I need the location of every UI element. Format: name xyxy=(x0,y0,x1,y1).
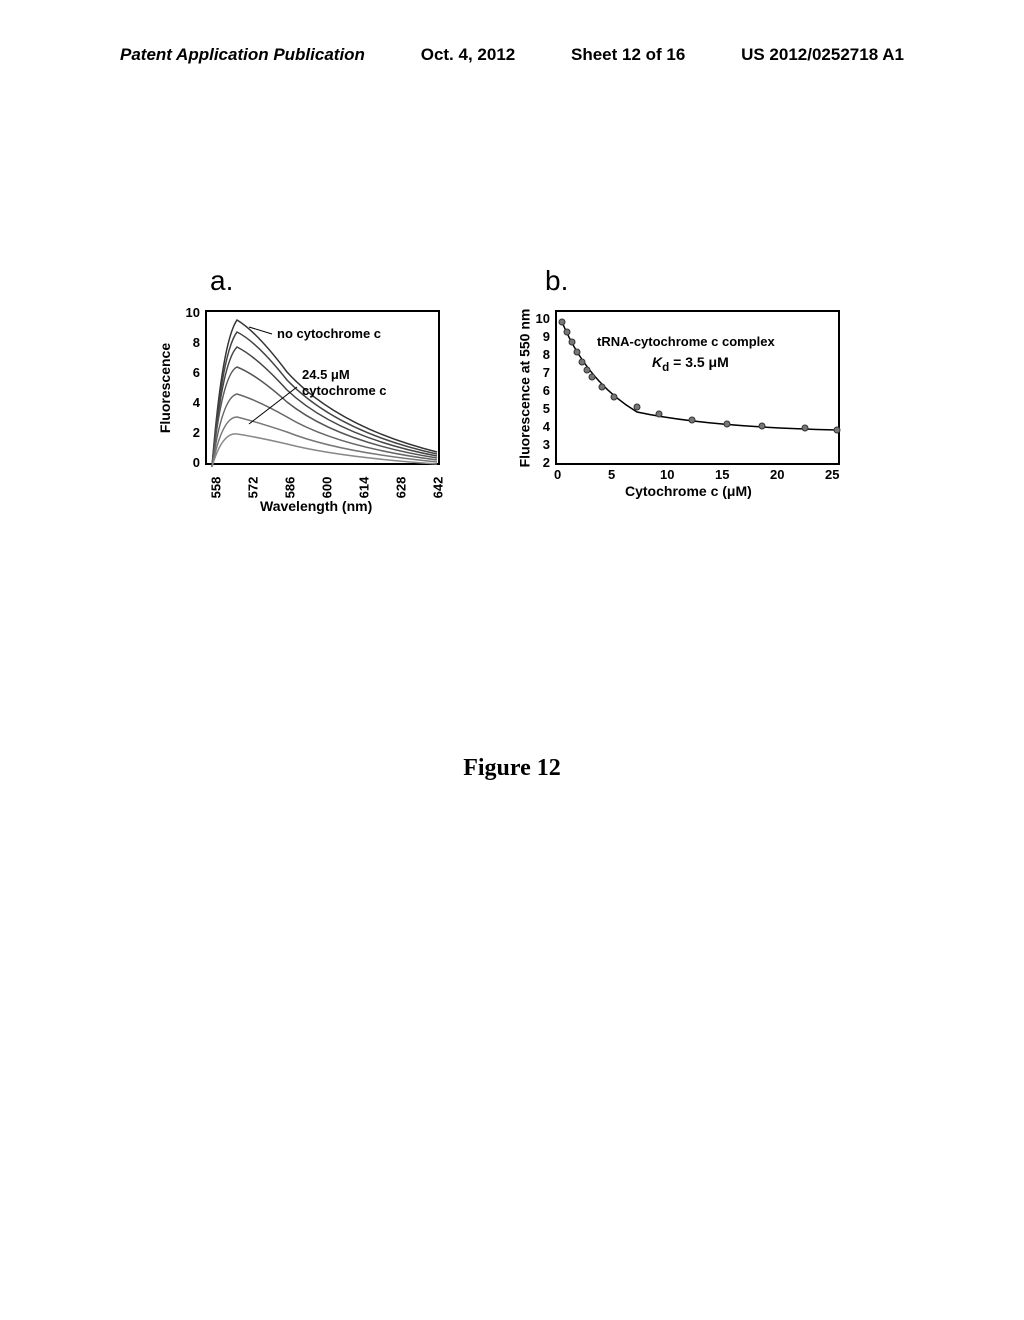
annotation-complex: tRNA-cytochrome c complex xyxy=(597,334,775,350)
header-sheet: Sheet 12 of 16 xyxy=(571,45,685,65)
annotation-245um: 24.5 μM cytochrome c xyxy=(302,367,387,398)
kd-k: K xyxy=(652,354,662,370)
chart-b-x-label: Cytochrome c (μM) xyxy=(625,483,752,499)
page-header: Patent Application Publication Oct. 4, 2… xyxy=(0,45,1024,65)
annotation-245um-l1: 24.5 μM xyxy=(302,367,387,383)
ytick-b-8: 8 xyxy=(530,347,550,362)
ytick-b-4: 4 xyxy=(530,419,550,434)
chart-panel-a: a. Fluorescence Wavelength (nm) 0 2 4 6 … xyxy=(150,295,470,515)
annotation-no-cytc: no cytochrome c xyxy=(277,326,381,342)
ytick-a-10: 10 xyxy=(180,305,200,320)
header-pubnum: US 2012/0252718 A1 xyxy=(741,45,904,65)
figure-caption: Figure 12 xyxy=(0,755,1024,782)
header-date: Oct. 4, 2012 xyxy=(421,45,516,65)
chart-a-y-label: Fluorescence xyxy=(157,343,173,433)
xtick-b-25: 25 xyxy=(825,467,839,482)
kd-value: = 3.5 μM xyxy=(669,354,729,370)
chart-b-box: tRNA-cytochrome c complex Kd = 3.5 μM xyxy=(555,310,840,465)
ytick-a-8: 8 xyxy=(180,335,200,350)
xtick-b-20: 20 xyxy=(770,467,784,482)
xtick-b-0: 0 xyxy=(554,467,561,482)
ytick-b-6: 6 xyxy=(530,383,550,398)
xtick-b-15: 15 xyxy=(715,467,729,482)
xtick-a-628: 628 xyxy=(393,477,408,499)
charts-container: a. Fluorescence Wavelength (nm) 0 2 4 6 … xyxy=(150,295,870,545)
xtick-a-642: 642 xyxy=(430,477,445,499)
header-left: Patent Application Publication xyxy=(120,45,365,65)
annotation-245um-l2: cytochrome c xyxy=(302,383,387,399)
annotation-kd: Kd = 3.5 μM xyxy=(652,354,729,374)
xtick-a-558: 558 xyxy=(208,477,223,499)
ytick-b-7: 7 xyxy=(530,365,550,380)
xtick-b-10: 10 xyxy=(660,467,674,482)
chart-a-x-label: Wavelength (nm) xyxy=(260,498,372,514)
xtick-a-614: 614 xyxy=(356,477,371,499)
ytick-b-3: 3 xyxy=(530,437,550,452)
ytick-b-9: 9 xyxy=(530,329,550,344)
xtick-a-600: 600 xyxy=(319,477,334,499)
ytick-b-2: 2 xyxy=(530,455,550,470)
ytick-a-0: 0 xyxy=(180,455,200,470)
xtick-a-586: 586 xyxy=(282,477,297,499)
xtick-a-572: 572 xyxy=(245,477,260,499)
chart-a-box: no cytochrome c 24.5 μM cytochrome c xyxy=(205,310,440,465)
panel-a-label: a. xyxy=(210,265,233,297)
ytick-a-4: 4 xyxy=(180,395,200,410)
ytick-a-6: 6 xyxy=(180,365,200,380)
ytick-b-10: 10 xyxy=(530,311,550,326)
ytick-b-5: 5 xyxy=(530,401,550,416)
xtick-b-5: 5 xyxy=(608,467,615,482)
panel-b-label: b. xyxy=(545,265,568,297)
ytick-a-2: 2 xyxy=(180,425,200,440)
chart-panel-b: b. Fluorescence at 550 nm Cytochrome c (… xyxy=(500,295,860,515)
